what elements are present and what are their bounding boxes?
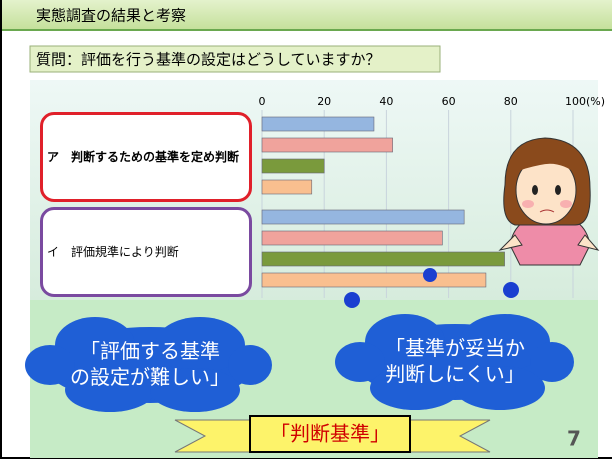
x-tick-label: 100(%) (565, 95, 605, 108)
callout-line: 「評価する基準 (50, 338, 250, 364)
dot (344, 292, 360, 308)
header-title: 実態調査の結果と考察 (36, 7, 186, 25)
banner: 「判断基準」 (175, 416, 490, 452)
bar (262, 252, 505, 266)
banner-text: 「判断基準」 (270, 422, 390, 446)
x-tick-label: 20 (317, 95, 331, 108)
x-tick-label: 80 (504, 95, 518, 108)
callout-line: 「基準が妥当か (355, 335, 555, 361)
category-label: イ 評価規準により判断 (40, 207, 252, 297)
bar (262, 159, 324, 173)
bar (262, 231, 442, 245)
callout-line: 判断しにくい」 (355, 361, 555, 387)
x-tick-label: 0 (259, 95, 266, 108)
question: 質問：評価を行う基準の設定はどうしていますか？ (36, 51, 381, 69)
bar (262, 273, 486, 287)
bar (262, 210, 464, 224)
dot (503, 282, 519, 298)
bar (262, 138, 393, 152)
dot (423, 268, 437, 282)
page-number: 7 (567, 427, 581, 451)
bar (262, 180, 312, 194)
callout: 「評価する基準 の設定が難しい」 (50, 338, 250, 390)
x-tick-label: 40 (379, 95, 393, 108)
bar (262, 117, 374, 131)
slide: 実態調査の結果と考察 質問：評価を行う基準の設定はどうしていますか？ 0 20 40… (0, 0, 612, 459)
illustration (500, 138, 598, 265)
x-tick-label: 60 (442, 95, 456, 108)
callout: 「基準が妥当か 判断しにくい」 (355, 335, 555, 387)
callout-line: の設定が難しい」 (50, 364, 250, 390)
category-label: ア 判断するための基準を定め判断 (40, 112, 252, 202)
